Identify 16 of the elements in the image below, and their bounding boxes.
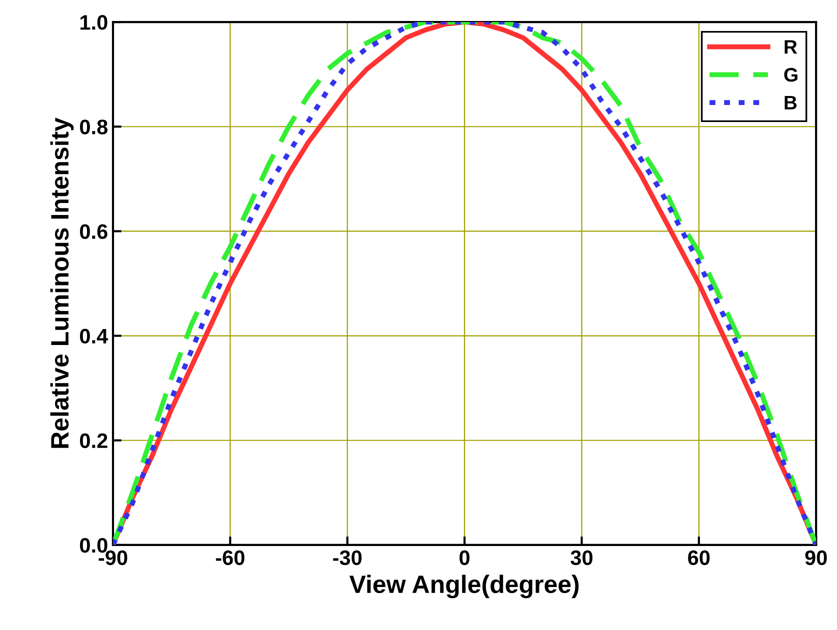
x-tick-label: 90 [805, 550, 827, 566]
y-tick-label: 0.2 [80, 433, 108, 448]
x-tick-label: 30 [570, 550, 592, 566]
x-tick-label: -30 [333, 550, 362, 566]
x-tick-label: -60 [216, 550, 244, 566]
legend-label: R [784, 40, 798, 54]
y-tick-label: 0.8 [80, 120, 108, 134]
y-axis-title: Relative Luminous Intensity [50, 118, 74, 448]
y-tick-label: 0.4 [80, 328, 108, 344]
y-tick-label: 1.0 [80, 15, 108, 30]
legend-label: B [784, 96, 797, 110]
x-tick-label: 0 [460, 550, 470, 566]
y-tick-label: 0.6 [80, 224, 108, 239]
x-tick-label: 60 [688, 550, 710, 566]
legend-label: G [784, 68, 798, 82]
x-axis-title: View Angle(degree) [349, 574, 579, 598]
